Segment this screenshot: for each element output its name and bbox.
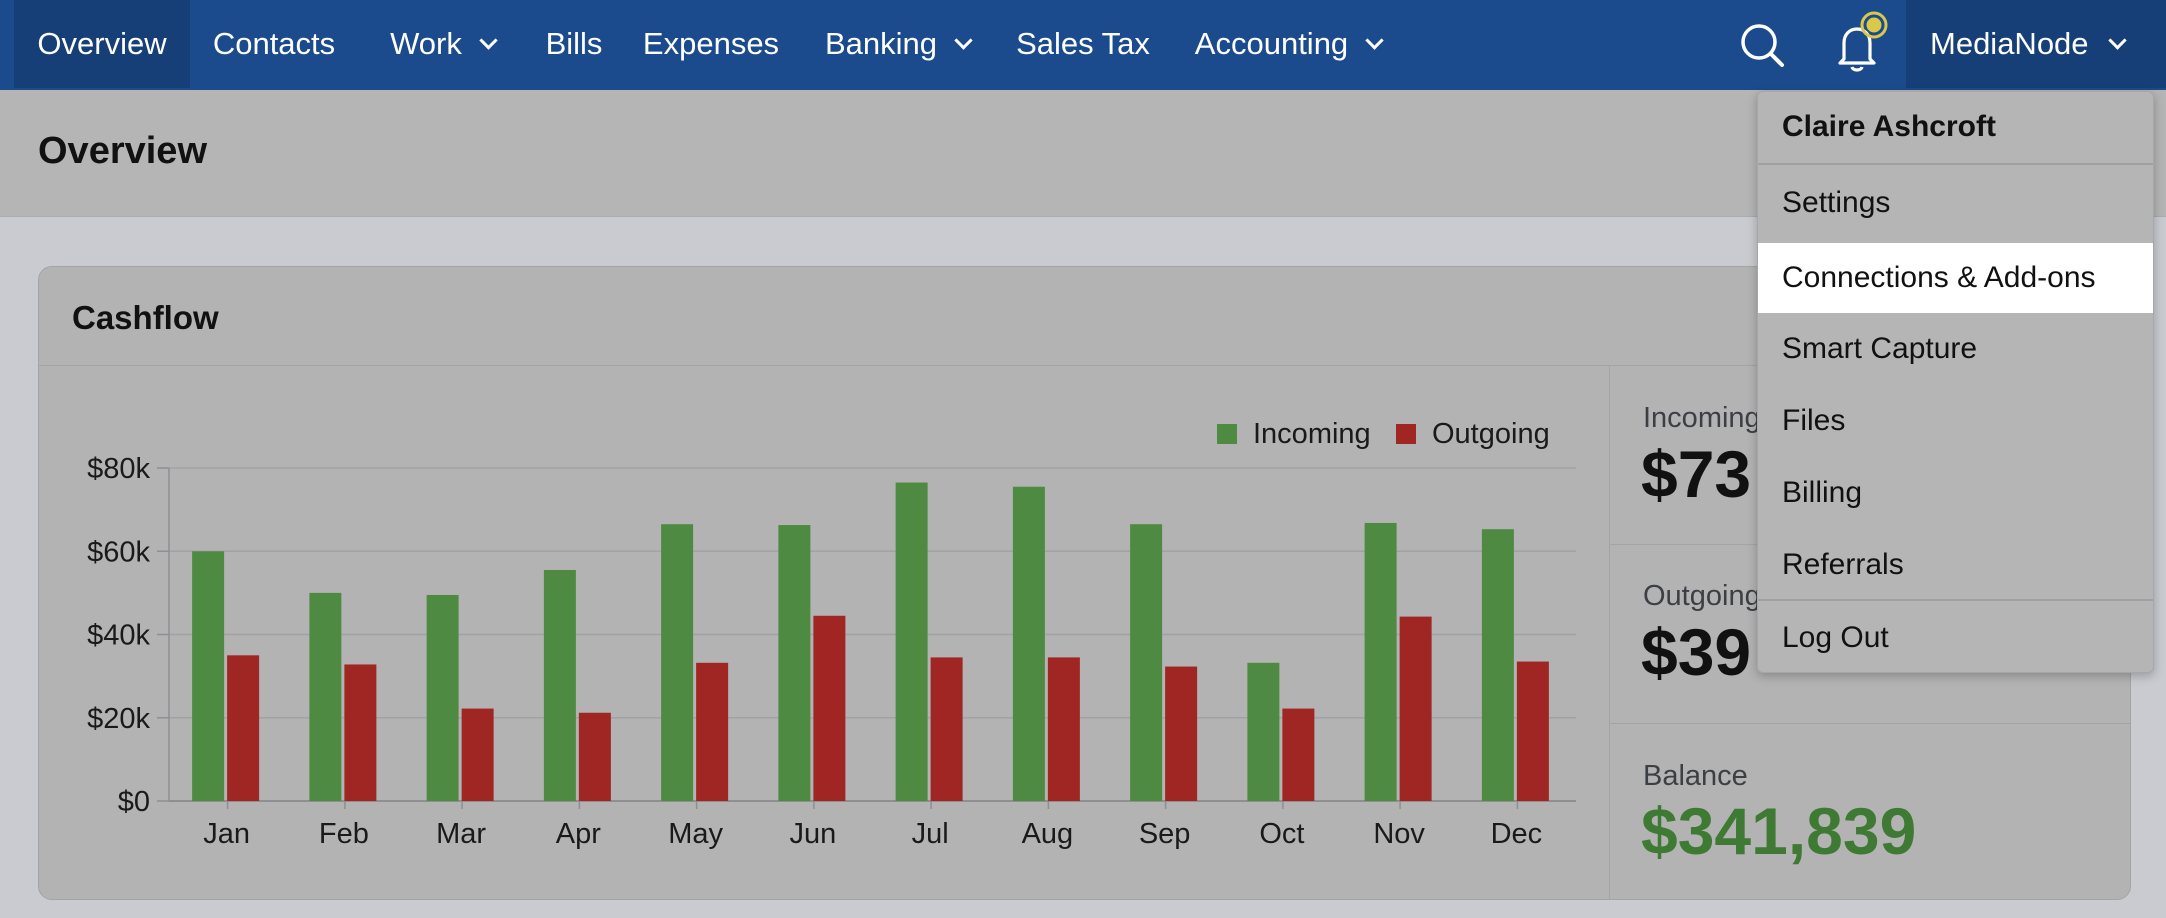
x-tick-label: Feb	[319, 818, 369, 850]
nav-work[interactable]: Work	[358, 0, 527, 88]
bar-outgoing	[344, 664, 377, 801]
x-tick-label: Mar	[436, 818, 486, 850]
x-tick-label: Sep	[1139, 818, 1191, 850]
y-tick-label: $0	[118, 786, 150, 818]
bar-incoming	[543, 569, 576, 801]
page-title: Overview	[38, 130, 207, 172]
bar-incoming	[1481, 529, 1514, 801]
x-tick-label: Jun	[789, 818, 836, 850]
balance-label: Balance	[1643, 760, 1748, 792]
x-tick-label: Nov	[1373, 818, 1425, 850]
incoming-stat: Incoming $73	[1610, 366, 2130, 544]
y-tick-label: $20k	[87, 703, 150, 735]
menu-item-settings[interactable]: Settings	[1782, 186, 1891, 219]
bar-incoming	[1130, 524, 1163, 801]
account-name: MediaNode	[1930, 26, 2089, 61]
nav-expenses-label: Expenses	[642, 26, 780, 61]
bar-outgoing	[227, 655, 260, 801]
menu-item-smart-capture[interactable]: Smart Capture	[1782, 332, 1978, 365]
legend-label-incoming: Incoming	[1253, 418, 1371, 450]
menu-divider	[1758, 599, 2153, 601]
bar-outgoing	[696, 662, 729, 801]
nav-banking[interactable]: Banking	[801, 0, 994, 88]
bar-incoming	[895, 482, 928, 801]
x-tick-label: Jul	[912, 818, 949, 850]
y-tick-label: $80k	[87, 453, 150, 485]
cashflow-stats: Incoming $73 Outgoing $39 Balance $341,8…	[1609, 366, 2130, 899]
x-tick-label: Oct	[1259, 818, 1304, 850]
bar-outgoing	[1047, 657, 1080, 801]
cashflow-title: Cashflow	[72, 299, 219, 336]
menu-item-connections-add-ons[interactable]: Connections & Add-ons	[1758, 243, 2153, 313]
bar-outgoing	[461, 708, 494, 801]
nav-sales-tax[interactable]: Sales Tax	[994, 0, 1172, 88]
bar-outgoing	[930, 657, 963, 801]
bar-outgoing	[1282, 708, 1315, 801]
account-menu-button[interactable]: MediaNode	[1906, 0, 2166, 88]
chevron-down-icon	[1365, 30, 1384, 50]
legend-swatch-outgoing	[1396, 424, 1416, 444]
bar-incoming	[192, 551, 225, 801]
bar-incoming	[1364, 522, 1397, 801]
outgoing-stat: Outgoing $39	[1610, 545, 2130, 723]
outgoing-label: Outgoing	[1643, 580, 1761, 612]
incoming-value: $73	[1641, 437, 1752, 511]
nav-sales-tax-label: Sales Tax	[1016, 26, 1150, 61]
chevron-down-icon	[479, 30, 498, 50]
bar-outgoing	[1516, 661, 1549, 801]
bar-incoming	[778, 525, 811, 801]
cashflow-chart: $0 $20k $40k $60k $80k Jan Feb Mar Apr May Jun Jul A…	[87, 418, 1576, 850]
nav-overview-label: Overview	[37, 26, 167, 61]
cashflow-card-header: Cashflow	[39, 267, 2130, 366]
menu-item-log-out[interactable]: Log Out	[1782, 621, 1889, 654]
bar-incoming	[309, 592, 342, 801]
chevron-down-icon	[954, 30, 973, 50]
x-tick-label: Aug	[1022, 818, 1074, 850]
bar-outgoing	[578, 712, 611, 801]
nav-bills[interactable]: Bills	[527, 0, 621, 88]
x-tick-label: May	[668, 818, 723, 850]
menu-item-billing[interactable]: Billing	[1782, 476, 1863, 509]
y-tick-label: $40k	[87, 620, 150, 652]
bar-incoming	[426, 594, 459, 801]
nav-accounting-label: Accounting	[1194, 26, 1349, 61]
nav-contacts-label: Contacts	[212, 26, 336, 61]
chevron-down-icon	[2107, 30, 2127, 50]
bar-outgoing	[813, 615, 846, 801]
x-tick-label: Jan	[203, 818, 250, 850]
nav-work-label: Work	[390, 26, 462, 61]
legend-label-outgoing: Outgoing	[1432, 418, 1550, 450]
nav-bills-label: Bills	[545, 26, 603, 61]
bar-outgoing	[1165, 666, 1198, 801]
balance-stat: Balance $341,839	[1610, 724, 2130, 899]
balance-value: $341,839	[1641, 794, 1917, 868]
stat-divider	[1610, 723, 2130, 724]
nav-banking-label: Banking	[824, 26, 938, 61]
dropdown-user-name: Claire Ashcroft	[1782, 110, 1996, 143]
bar-incoming	[1012, 486, 1045, 801]
nav-expenses[interactable]: Expenses	[621, 0, 801, 88]
outgoing-value: $39	[1641, 615, 1752, 689]
top-navigation: Overview Contacts Work Bills Expenses Ba…	[0, 0, 2166, 90]
y-tick-label: $60k	[87, 536, 150, 568]
bar-incoming	[1247, 662, 1280, 801]
bar-outgoing	[1399, 616, 1432, 801]
incoming-label: Incoming	[1643, 402, 1761, 434]
nav-accounting[interactable]: Accounting	[1172, 0, 1404, 88]
search-icon[interactable]	[1727, 10, 1797, 78]
bell-icon[interactable]	[1822, 10, 1892, 78]
nav-overview[interactable]: Overview	[14, 0, 190, 88]
legend-swatch-incoming	[1217, 424, 1237, 444]
bar-incoming	[661, 524, 694, 801]
menu-item-referrals[interactable]: Referrals	[1782, 548, 1904, 581]
account-dropdown: Claire Ashcroft Settings Connections & A…	[1757, 91, 2154, 673]
menu-divider	[1758, 163, 2153, 165]
nav-contacts[interactable]: Contacts	[190, 0, 358, 88]
x-tick-label: Apr	[556, 818, 601, 850]
x-tick-label: Dec	[1491, 818, 1543, 850]
menu-item-files[interactable]: Files	[1782, 404, 1846, 437]
